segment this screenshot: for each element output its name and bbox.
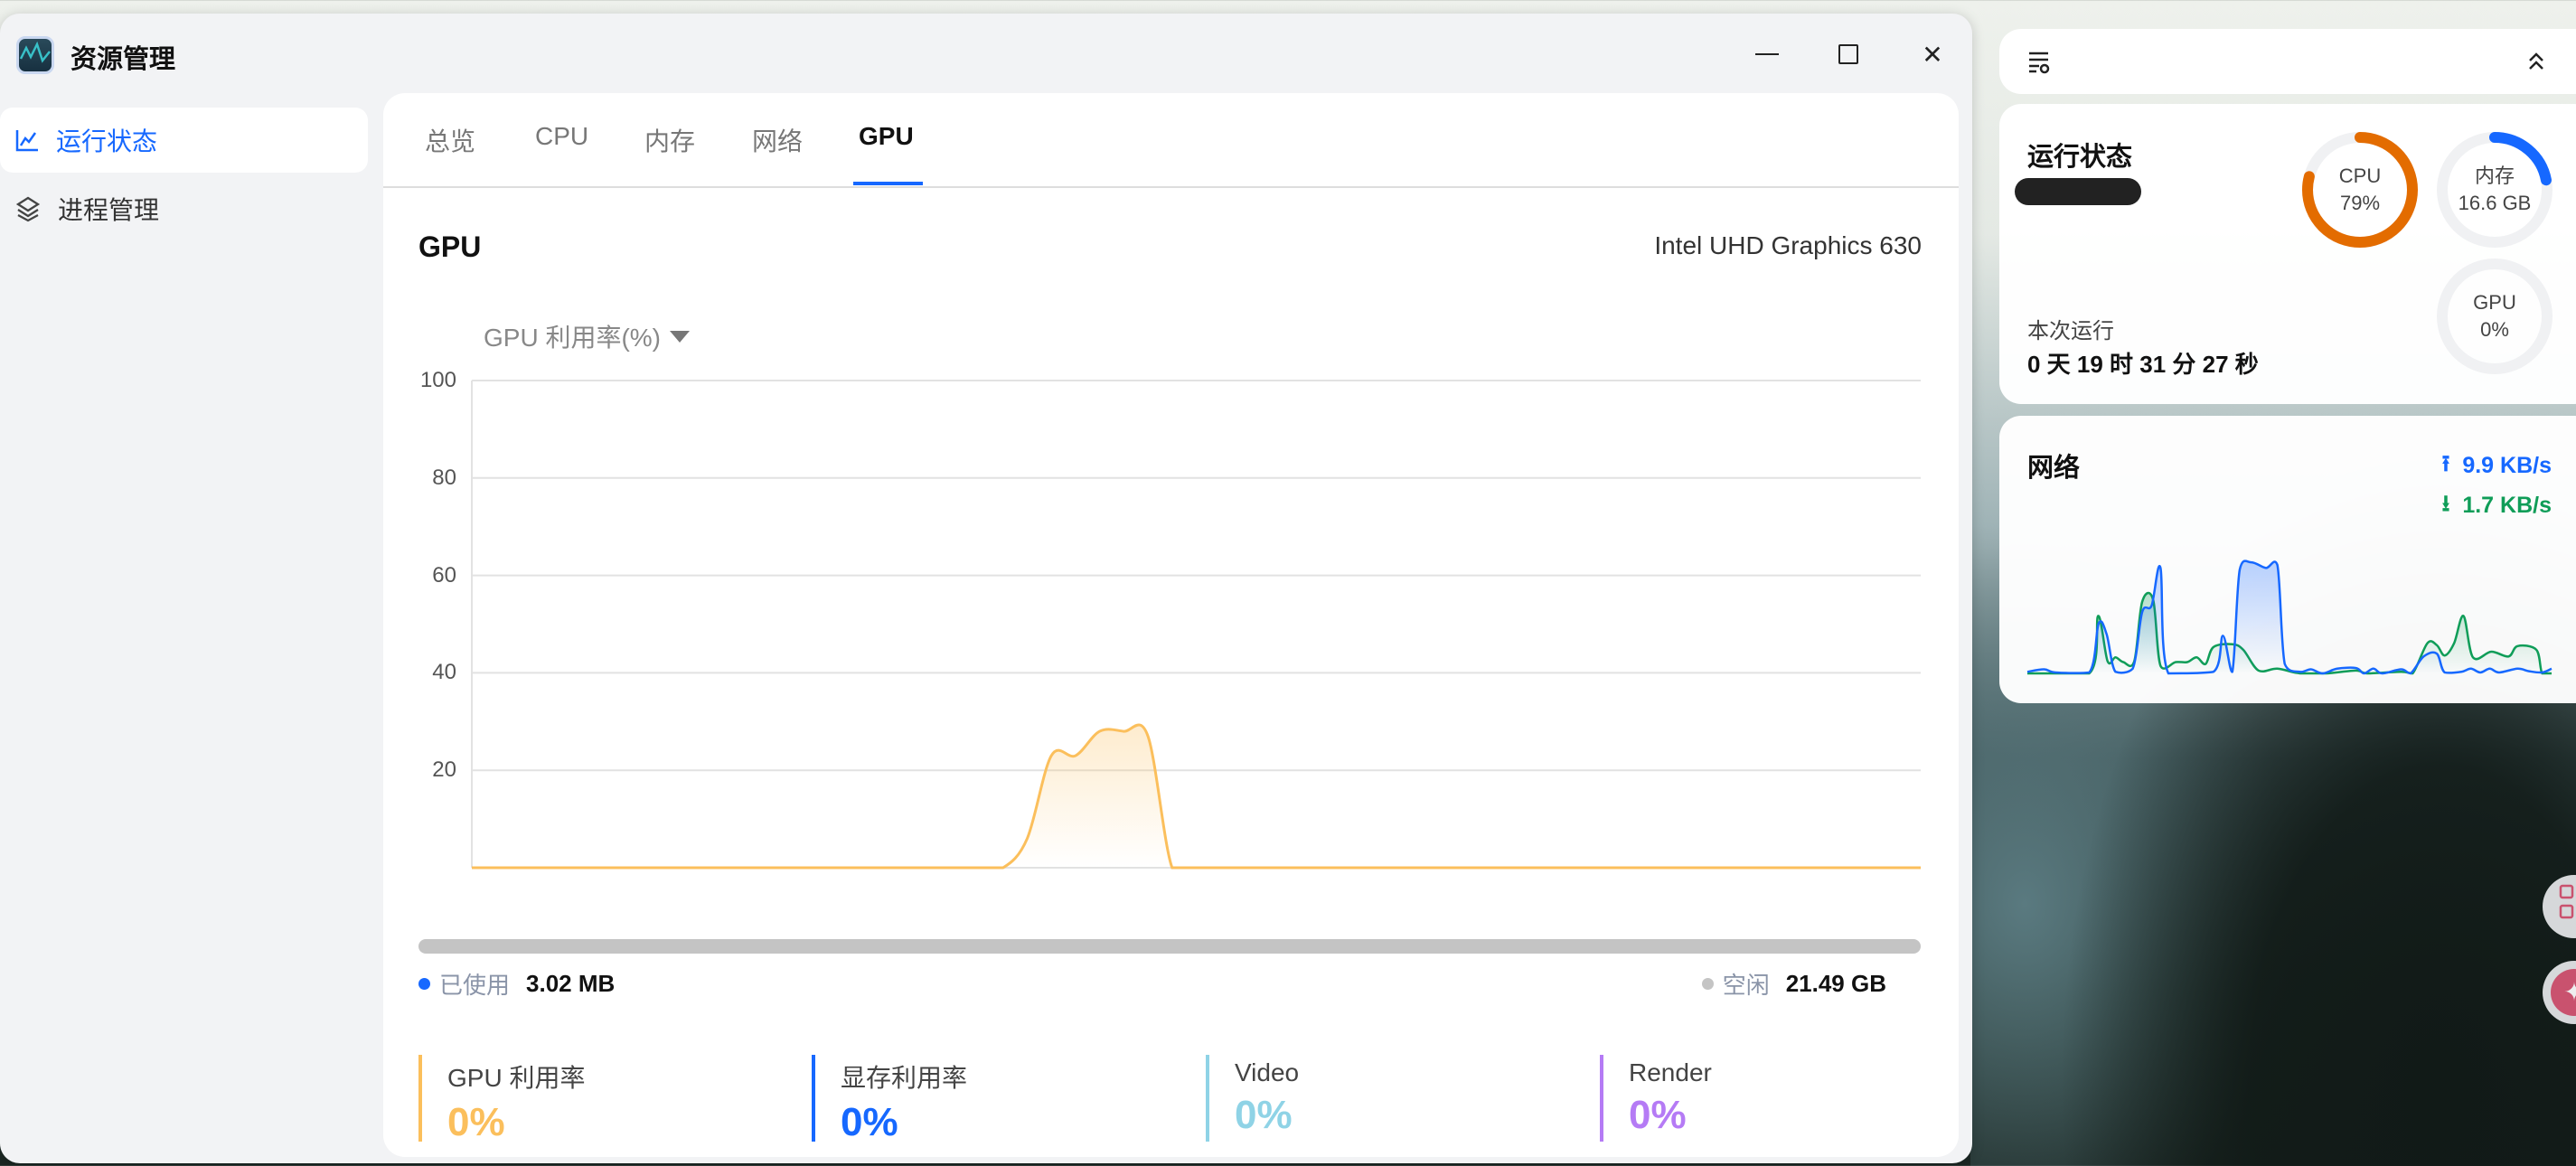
stat-gpu-utilization: GPU 利用率 0% <box>418 1055 586 1144</box>
download-value: 1.7 KB/s <box>2462 493 2552 518</box>
main-panel <box>383 93 1959 1157</box>
ring-title: GPU <box>2473 291 2516 314</box>
sparkle-icon: ✦ <box>2551 969 2576 1016</box>
window-title: 资源管理 <box>71 45 176 74</box>
y-tick-label: 100 <box>419 368 456 392</box>
gpu-ring-label: GPU 0% <box>2440 289 2549 343</box>
stat-value: 0% <box>1235 1093 1293 1137</box>
gpu-heading: GPU <box>418 230 482 263</box>
uptime-value: 0 天 19 时 31 分 27 秒 <box>2027 351 2259 378</box>
line-chart-icon <box>15 130 38 152</box>
minimize-button[interactable] <box>1749 36 1785 72</box>
memory-used-legend: 已使用 3.02 MB <box>418 967 615 1001</box>
maximize-icon <box>1838 44 1858 64</box>
uptime-label: 本次运行 <box>2027 319 2114 343</box>
stat-label: 显存利用率 <box>841 1064 968 1092</box>
sidebar-item-label: 运行状态 <box>56 127 158 155</box>
tab-overview[interactable]: 总览 <box>425 127 476 155</box>
active-tab-indicator <box>853 182 923 185</box>
floating-assistant-button[interactable]: ✦ <box>2543 961 2576 1024</box>
y-tick-label: 20 <box>432 757 456 783</box>
tab-cpu[interactable]: CPU <box>535 122 589 150</box>
tab-divider <box>383 186 1959 188</box>
used-label: 已使用 <box>439 972 511 999</box>
redacted-text <box>2015 178 2141 205</box>
close-icon: ✕ <box>1922 40 1943 69</box>
status-card <box>1999 104 2576 404</box>
grid-icon <box>2559 884 2574 919</box>
layers-icon <box>15 196 41 222</box>
gpu-utilization-line <box>472 723 1921 870</box>
upload-rate: ⭱ 9.9 KB/s <box>2442 447 2552 485</box>
ring-progress <box>2437 132 2552 248</box>
minimize-icon <box>1755 53 1779 55</box>
stat-value: 0% <box>1629 1093 1687 1137</box>
sidebar-item-process-management[interactable]: 进程管理 <box>0 176 368 241</box>
y-tick-label: 60 <box>432 562 456 588</box>
stat-render: Render 0% <box>1600 1055 1712 1142</box>
caret-down-icon <box>670 330 691 343</box>
tab-network[interactable]: 网络 <box>752 127 804 155</box>
filter-settings-icon[interactable] <box>2028 51 2054 74</box>
y-tick-label: 40 <box>432 660 456 685</box>
upload-line-fill <box>2027 560 2552 673</box>
free-value: 21.49 GB <box>1785 970 1886 997</box>
gpu-memory-bar <box>418 939 1921 954</box>
ring-track <box>2437 259 2552 374</box>
memory-free-legend: 空闲 21.49 GB <box>1701 967 1886 1001</box>
ring-value: 16.6 GB <box>2458 192 2532 214</box>
metric-select[interactable]: GPU 利用率(%) <box>484 318 691 354</box>
used-value: 3.02 MB <box>526 970 616 997</box>
status-title: 运行状态 <box>2027 143 2133 172</box>
used-dot <box>418 978 430 990</box>
stat-label: Render <box>1629 1058 1712 1086</box>
y-tick-label: 80 <box>432 465 456 490</box>
ring-value: 79% <box>2339 192 2381 214</box>
download-arrow-icon: ⭳ <box>2441 491 2450 516</box>
double-chevron-up-icon[interactable] <box>2525 51 2547 72</box>
memory-ring-label: 内存 16.6 GB <box>2440 163 2549 217</box>
ring-value: 0% <box>2480 318 2509 341</box>
widget-toolbar <box>1999 29 2576 94</box>
upload-line <box>2026 559 2552 675</box>
download-rate: ⭳ 1.7 KB/s <box>2442 486 2552 525</box>
close-button[interactable]: ✕ <box>1914 36 1951 72</box>
tab-memory[interactable]: 内存 <box>644 127 696 155</box>
gpu-device-name: Intel UHD Graphics 630 <box>1654 231 1922 259</box>
sidebar-item-label: 进程管理 <box>58 196 160 224</box>
cpu-ring-label: CPU 79% <box>2306 163 2414 217</box>
stat-label: GPU 利用率 <box>447 1064 586 1092</box>
upload-arrow-icon: ⭱ <box>2441 451 2450 476</box>
ring-title: CPU <box>2338 165 2382 187</box>
ring-title: 内存 <box>2474 165 2515 187</box>
tab-gpu[interactable]: GPU <box>859 122 914 150</box>
sidebar-item-run-status[interactable]: 运行状态 <box>0 108 368 173</box>
app-icon <box>16 36 54 74</box>
metric-select-value: GPU 利用率(%) <box>484 324 662 352</box>
stat-vram-utilization: 显存利用率 0% <box>812 1055 968 1144</box>
free-label: 空闲 <box>1722 972 1770 999</box>
maximize-button[interactable] <box>1830 36 1866 72</box>
free-dot <box>1701 978 1714 990</box>
ring-progress <box>2302 132 2418 248</box>
stat-video: Video 0% <box>1206 1055 1299 1142</box>
download-line-fill <box>2027 593 2552 673</box>
stat-value: 0% <box>447 1100 505 1144</box>
upload-value: 9.9 KB/s <box>2462 453 2552 478</box>
stat-label: Video <box>1235 1058 1300 1086</box>
network-title: 网络 <box>2027 454 2081 483</box>
stat-value: 0% <box>841 1100 898 1144</box>
